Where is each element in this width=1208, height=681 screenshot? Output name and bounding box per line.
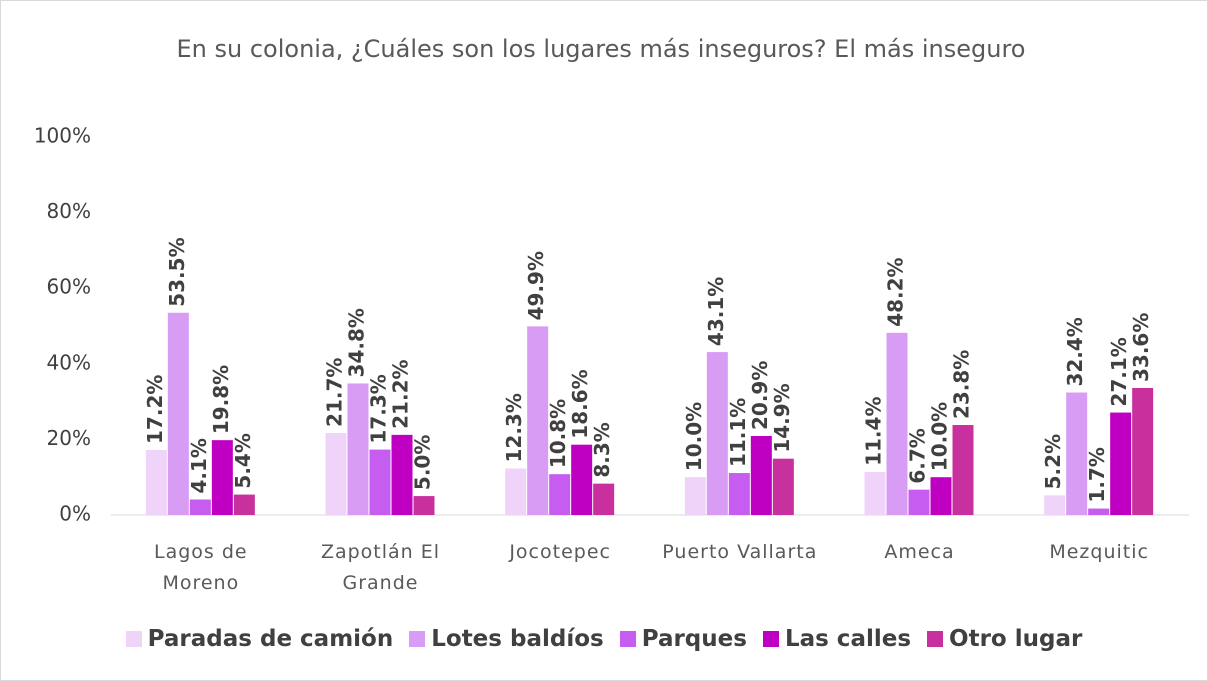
bar bbox=[167, 312, 189, 515]
bar bbox=[325, 432, 347, 515]
legend: Paradas de camión Lotes baldíos Parques Las… bbox=[1, 626, 1207, 652]
data-label: 5.0% bbox=[411, 435, 435, 490]
legend-item: Otro lugar bbox=[927, 626, 1082, 652]
data-label: 34.8% bbox=[345, 308, 369, 377]
y-tick-label: 60% bbox=[47, 275, 91, 299]
bar bbox=[864, 471, 886, 515]
bar bbox=[930, 477, 952, 515]
legend-swatch bbox=[762, 631, 779, 647]
data-label: 8.3% bbox=[590, 422, 614, 477]
data-label: 17.2% bbox=[143, 375, 167, 444]
y-tick-label: 40% bbox=[47, 350, 91, 374]
legend-label: Parques bbox=[641, 626, 747, 652]
bar bbox=[750, 435, 772, 515]
data-label: 33.6% bbox=[1129, 313, 1153, 382]
legend-label: Paradas de camión bbox=[147, 626, 394, 652]
legend-item: Parques bbox=[619, 626, 747, 652]
data-label: 4.1% bbox=[187, 438, 211, 493]
data-label: 19.8% bbox=[209, 365, 233, 434]
data-label: 10.0% bbox=[682, 402, 706, 471]
bar bbox=[505, 468, 527, 515]
bar bbox=[369, 449, 391, 515]
data-label: 20.9% bbox=[748, 361, 772, 430]
data-label: 14.9% bbox=[770, 383, 794, 452]
y-tick-label: 0% bbox=[59, 502, 91, 526]
y-tick-label: 80% bbox=[47, 199, 91, 223]
bar bbox=[886, 332, 908, 515]
data-label: 11.4% bbox=[862, 397, 886, 466]
bar bbox=[391, 434, 413, 515]
y-tick-label: 20% bbox=[47, 426, 91, 450]
legend-swatch bbox=[619, 631, 636, 647]
data-label: 27.1% bbox=[1107, 337, 1131, 406]
legend-label: Las calles bbox=[784, 626, 912, 652]
data-label: 17.3% bbox=[367, 374, 391, 443]
data-label: 43.1% bbox=[704, 277, 728, 346]
legend-item: Paradas de camión bbox=[125, 626, 394, 652]
x-tick-label: Zapotlán El Grande bbox=[320, 541, 441, 594]
x-tick-label: Lagos de Moreno bbox=[154, 541, 248, 594]
legend-swatch bbox=[125, 631, 142, 647]
bar bbox=[1066, 392, 1088, 515]
data-label: 21.2% bbox=[389, 359, 413, 428]
x-tick-label: Jocotepec bbox=[509, 541, 611, 563]
data-label: 12.3% bbox=[502, 393, 526, 462]
bar bbox=[347, 383, 369, 515]
x-tick-label: Mezquitic bbox=[1049, 541, 1149, 563]
bar bbox=[145, 449, 167, 515]
bar bbox=[593, 483, 615, 515]
data-label: 6.7% bbox=[906, 428, 930, 483]
legend-label: Otro lugar bbox=[949, 626, 1083, 652]
bar bbox=[1132, 387, 1154, 515]
bar bbox=[189, 499, 211, 515]
bar bbox=[706, 352, 728, 515]
data-label: 53.5% bbox=[165, 237, 189, 306]
data-label: 49.9% bbox=[524, 251, 548, 320]
bar bbox=[728, 473, 750, 515]
data-label: 21.7% bbox=[323, 358, 347, 427]
bar bbox=[413, 496, 435, 515]
x-tick-label: Ameca bbox=[884, 541, 955, 563]
bar bbox=[527, 326, 549, 515]
bar bbox=[571, 444, 593, 515]
data-label: 23.8% bbox=[950, 350, 974, 419]
bar bbox=[772, 458, 794, 515]
data-label: 11.1% bbox=[726, 398, 750, 467]
data-label: 5.2% bbox=[1041, 434, 1065, 489]
bar bbox=[549, 474, 571, 515]
x-tick-label: Puerto Vallarta bbox=[662, 541, 818, 563]
data-label: 32.4% bbox=[1063, 317, 1087, 386]
data-label: 48.2% bbox=[884, 257, 908, 326]
legend-swatch bbox=[409, 631, 426, 647]
bar bbox=[952, 425, 974, 515]
legend-swatch bbox=[927, 631, 944, 647]
data-label: 18.6% bbox=[568, 369, 592, 438]
legend-item: Las calles bbox=[762, 626, 912, 652]
data-label: 10.8% bbox=[546, 399, 570, 468]
bar bbox=[1088, 508, 1110, 515]
data-label: 1.7% bbox=[1085, 447, 1109, 502]
legend-item: Lotes baldíos bbox=[409, 626, 604, 652]
bar bbox=[211, 440, 233, 515]
data-label: 10.0% bbox=[928, 402, 952, 471]
bar bbox=[1044, 495, 1066, 515]
bar bbox=[1110, 412, 1132, 515]
bar bbox=[908, 489, 930, 515]
y-tick-label: 100% bbox=[34, 124, 91, 148]
legend-label: Lotes baldíos bbox=[431, 626, 604, 652]
bar bbox=[684, 477, 706, 515]
bar bbox=[233, 494, 255, 515]
chart-title: En su colonia, ¿Cuáles son los lugares m… bbox=[176, 35, 1026, 63]
data-label: 5.4% bbox=[231, 433, 255, 488]
